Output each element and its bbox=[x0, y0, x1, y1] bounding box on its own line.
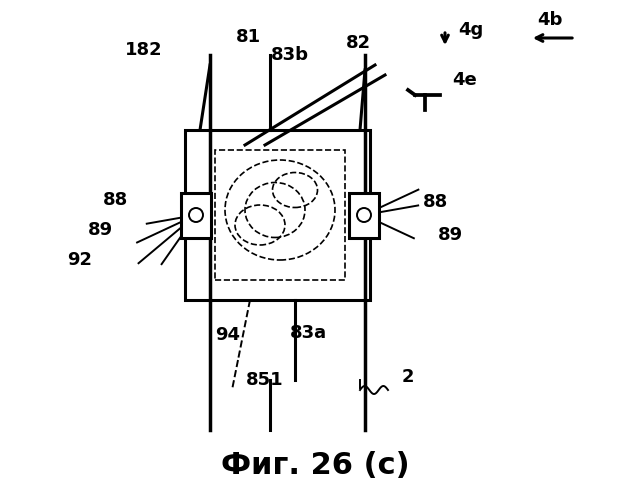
Text: 4b: 4b bbox=[537, 11, 563, 29]
Text: 88: 88 bbox=[422, 193, 448, 211]
Text: Фиг. 26 (c): Фиг. 26 (c) bbox=[220, 450, 410, 480]
Text: 2: 2 bbox=[402, 368, 415, 386]
Circle shape bbox=[357, 208, 371, 222]
Text: 81: 81 bbox=[236, 28, 261, 46]
Text: 88: 88 bbox=[102, 191, 128, 209]
Text: 851: 851 bbox=[246, 371, 284, 389]
Bar bbox=[349, 192, 379, 238]
Text: 92: 92 bbox=[67, 251, 93, 269]
Text: 83b: 83b bbox=[271, 46, 309, 64]
Text: 94: 94 bbox=[215, 326, 241, 344]
Bar bbox=[181, 192, 211, 238]
Text: 83a: 83a bbox=[289, 324, 326, 342]
Text: 89: 89 bbox=[88, 221, 113, 239]
Text: 182: 182 bbox=[125, 41, 163, 59]
Text: 82: 82 bbox=[345, 34, 370, 52]
Text: 4e: 4e bbox=[452, 71, 477, 89]
Bar bbox=[185, 130, 370, 300]
Text: 89: 89 bbox=[437, 226, 462, 244]
Circle shape bbox=[189, 208, 203, 222]
Text: 4g: 4g bbox=[458, 21, 483, 39]
Bar bbox=[215, 150, 345, 280]
